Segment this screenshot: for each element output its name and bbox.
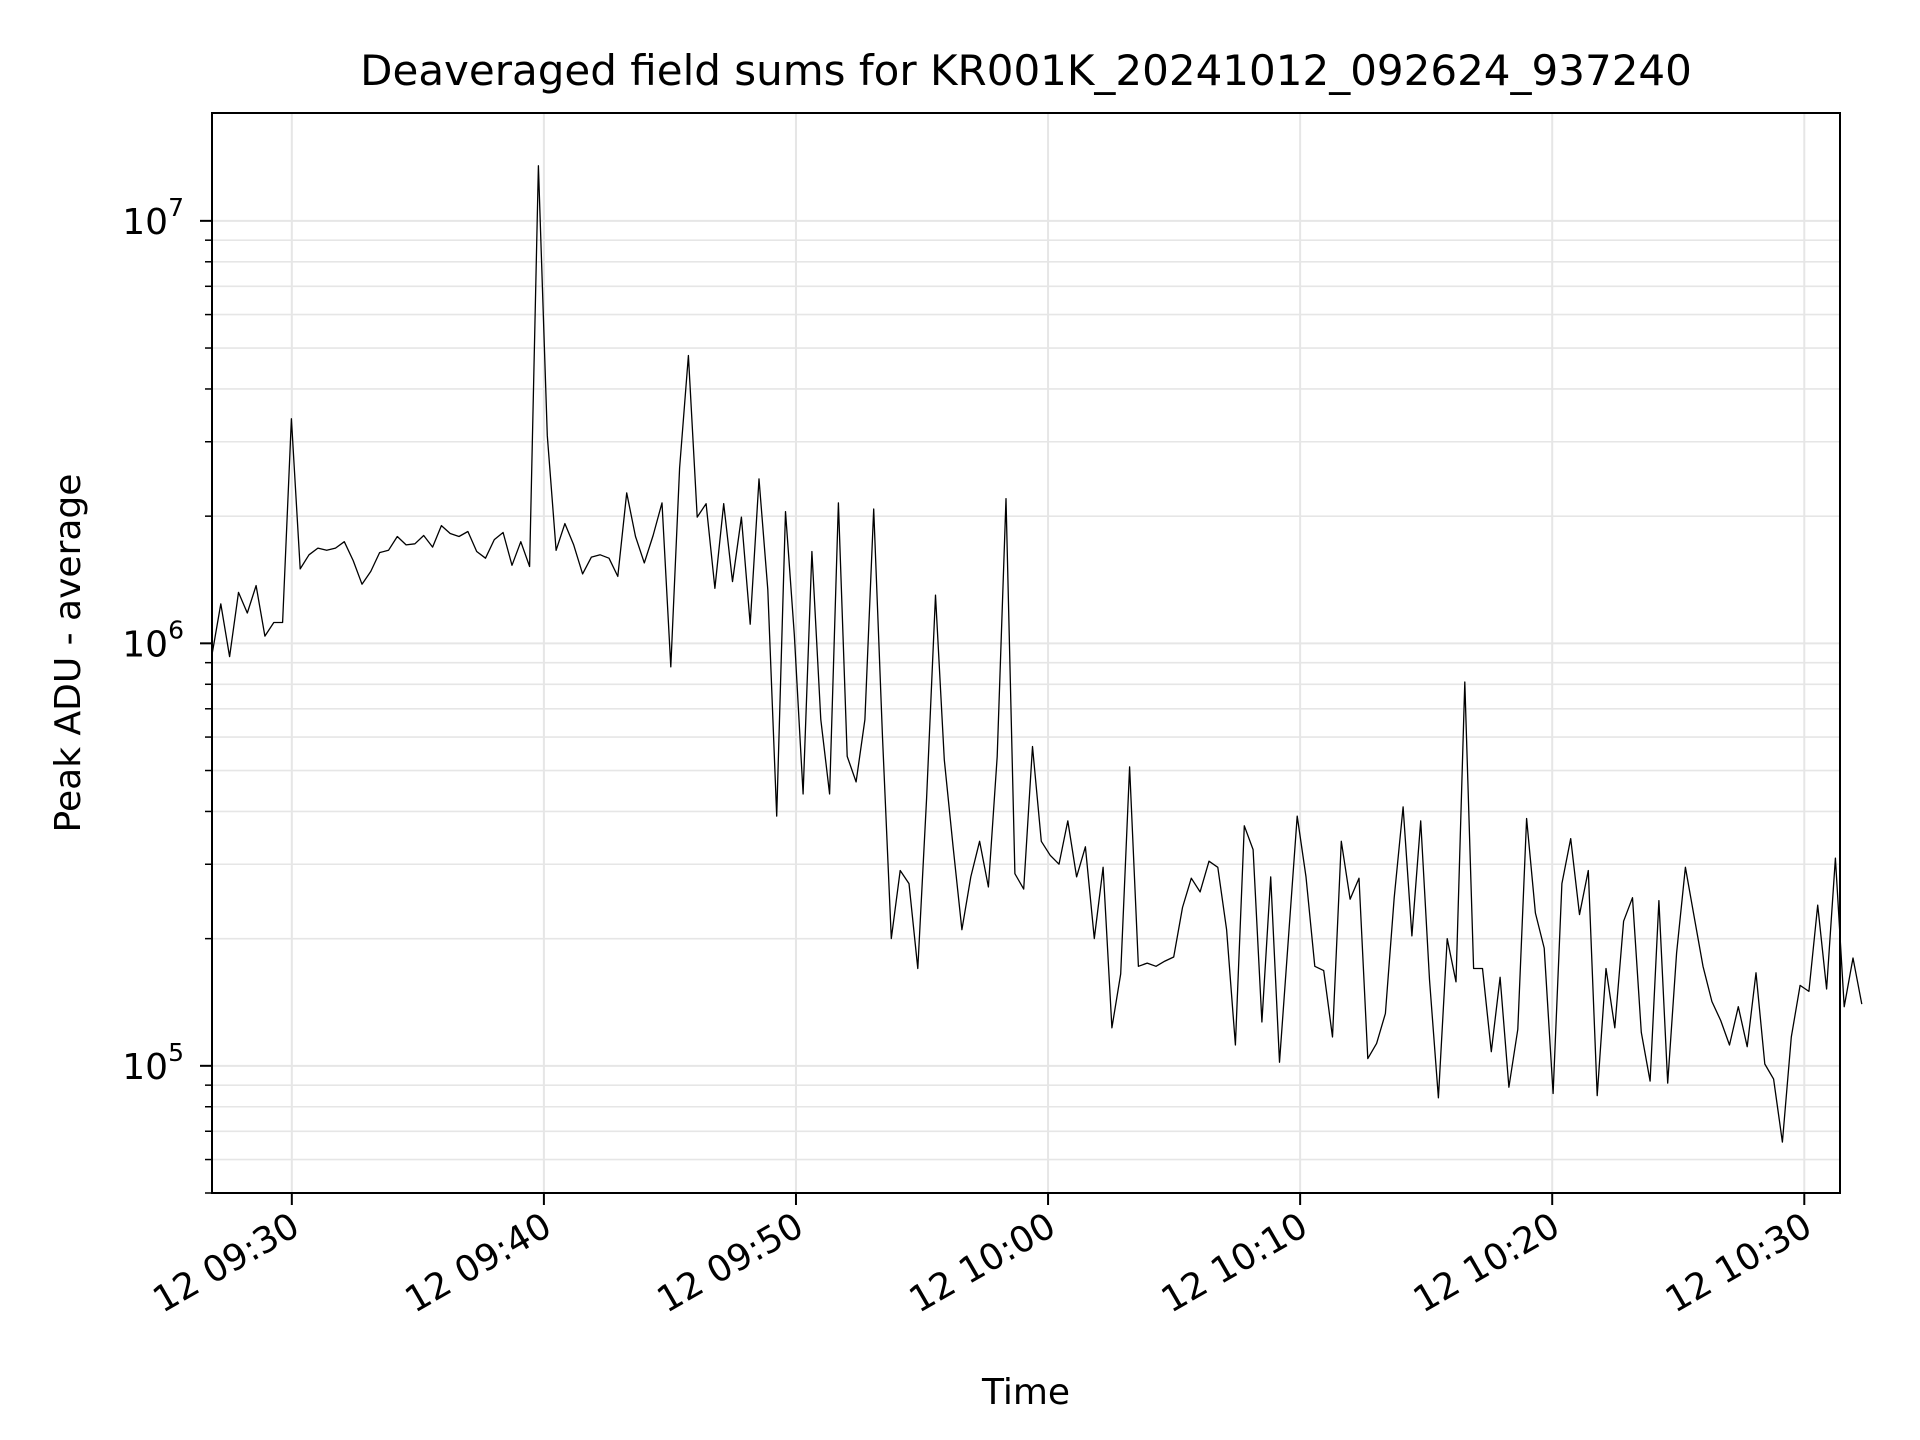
- chart-title: Deaveraged field sums for KR001K_2024101…: [360, 46, 1692, 95]
- x-axis-label: Time: [981, 1372, 1070, 1413]
- plot-frame: [211, 112, 1841, 1194]
- y-tick-label: 105: [122, 1038, 184, 1088]
- y-tick-label: 106: [122, 615, 184, 665]
- data-series-line: [211, 165, 1863, 1143]
- y-axis-label: Peak ADU - average: [48, 474, 89, 833]
- y-tick-label: 107: [122, 193, 184, 243]
- grid-lines: [212, 113, 1840, 1194]
